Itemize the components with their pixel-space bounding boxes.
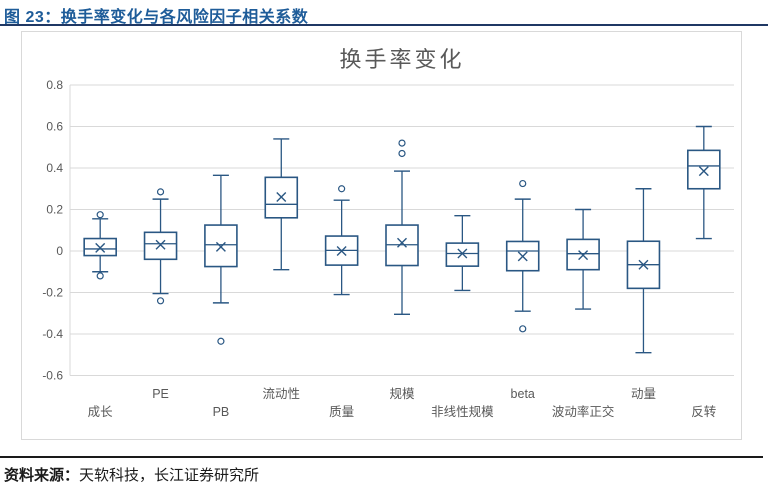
mean-marker [336, 246, 347, 256]
x-axis-label: 规模 [389, 386, 415, 401]
outlier-point [338, 185, 346, 193]
outlier-point [519, 325, 527, 333]
outlier-point [96, 211, 104, 219]
outlier-point [519, 179, 527, 188]
mean-marker [155, 239, 166, 250]
y-tick-label: 0.2 [46, 203, 63, 217]
chart-frame: 换手率变化 0.8 0.6 0.4 0.2 0 -0.2 -0.4 -0.6 成长 PE PB 流动性… [21, 31, 742, 440]
outlier-point [156, 297, 165, 305]
chart-title: 换手率变化 [339, 47, 465, 72]
x-axis-label: 质量 [329, 405, 354, 419]
outlier-point [398, 149, 406, 158]
mean-marker [517, 251, 528, 262]
x-axis-label: PB [213, 405, 230, 419]
boxplot-PE [143, 188, 178, 305]
x-axis-label: 非线性规模 [431, 404, 494, 419]
y-tick-label: 0.6 [46, 120, 63, 134]
mean-marker [397, 237, 407, 248]
title-underline-rule [0, 24, 768, 26]
mean-marker [95, 242, 106, 253]
source-label: 资料来源： [4, 467, 80, 484]
boxplot-规模 [385, 139, 419, 315]
mean-marker [215, 241, 226, 252]
source-divider-rule [0, 456, 763, 458]
boxplot-PB [204, 174, 238, 345]
x-axis-label: PE [152, 387, 169, 401]
boxplot-动量 [626, 188, 661, 354]
outlier-point [156, 188, 165, 196]
source-note: 资料来源：天软科技，长江证券研究所 [4, 464, 259, 485]
mean-marker [276, 192, 287, 203]
x-axis-label: 波动率正交 [552, 404, 615, 419]
mean-marker [578, 250, 589, 261]
iqr-box [687, 149, 721, 190]
y-tick-label: 0.8 [46, 78, 63, 92]
outlier-point [96, 272, 104, 280]
boxplot-波动率正交 [566, 208, 600, 310]
boxplot-反转 [687, 125, 721, 240]
mean-marker [457, 248, 468, 259]
boxplot-成长 [83, 211, 117, 280]
x-axis-label: 成长 [88, 405, 114, 419]
boxplot-流动性 [264, 138, 299, 271]
outlier-point [398, 139, 406, 147]
iqr-box [204, 224, 238, 268]
boxplot-非线性规模 [445, 215, 480, 292]
x-axis-label: 流动性 [263, 387, 301, 401]
x-axis-label: 动量 [631, 387, 656, 401]
mean-marker [638, 259, 649, 270]
x-axis-label: beta [511, 387, 535, 401]
outlier-point [217, 337, 225, 345]
y-tick-label: 0.4 [46, 161, 63, 175]
source-text: 天软科技，长江证券研究所 [79, 467, 260, 484]
figure-title: 图 23：换手率变化与各风险因子相关系数 [4, 9, 309, 26]
y-tick-label: 0 [56, 244, 63, 258]
boxplot-beta [505, 179, 540, 333]
y-tick-label: -0.6 [42, 369, 63, 383]
y-tick-label: -0.4 [42, 327, 63, 341]
iqr-box [445, 242, 480, 267]
mean-marker [698, 166, 709, 177]
x-axis-label: 反转 [691, 404, 716, 419]
boxplot-质量 [324, 185, 359, 296]
y-tick-label: -0.2 [42, 286, 63, 300]
iqr-box [143, 231, 178, 261]
